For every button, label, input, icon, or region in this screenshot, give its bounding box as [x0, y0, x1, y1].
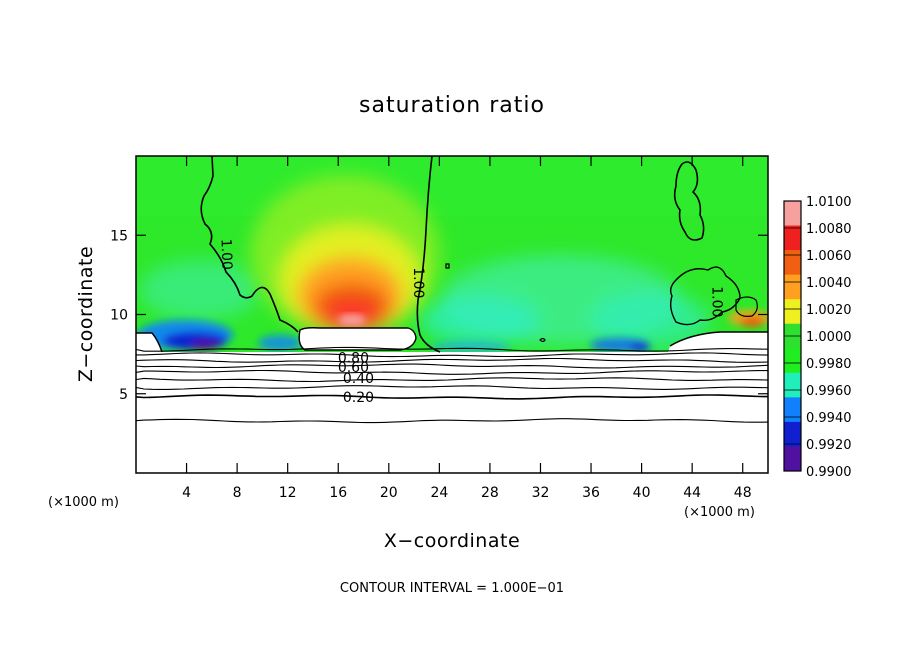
- x-tick-label: 16: [329, 485, 347, 501]
- x-tick-label: 4: [182, 485, 191, 501]
- colorbar: 1.0100 1.0080 1.0060 1.0040 1.0020 1.0000 0.99…: [783, 195, 852, 480]
- colorbar-swatch: [784, 372, 801, 398]
- contour-level: [136, 385, 768, 390]
- x-tick-label: 40: [633, 485, 651, 501]
- x-tick-label: 44: [683, 485, 701, 501]
- y-tick-label: 5: [119, 387, 128, 403]
- contour-interval-note: CONTOUR INTERVAL = 1.000E−01: [340, 581, 564, 596]
- contour-label: 0.20: [343, 390, 374, 406]
- contour-label: 1.00: [410, 267, 426, 298]
- colorbar-label: 1.0020: [806, 303, 852, 318]
- colorbar-label: 1.0080: [806, 222, 852, 237]
- x-tick-label: 28: [481, 485, 499, 501]
- y-tick-label: 10: [110, 308, 128, 324]
- chart-title: saturation ratio: [359, 93, 545, 118]
- colorbar-swatch: [784, 421, 801, 447]
- contour-label: 0.40: [343, 371, 374, 387]
- x-axis-label: X−coordinate: [384, 530, 520, 552]
- colorbar-swatch: [784, 446, 801, 472]
- contour-label: 1.00: [217, 238, 234, 270]
- heatmap-field: [136, 156, 768, 473]
- contour-labels: 1.00 1.00 1.00 0.800.600.40 0.20: [217, 238, 724, 405]
- colorbar-label: 1.0100: [806, 195, 852, 210]
- contour-level: [136, 363, 768, 369]
- colorbar-label: 0.9960: [806, 384, 852, 399]
- colorbar-label: 1.0000: [806, 330, 852, 345]
- contour-level: [136, 352, 768, 358]
- y-axis-ticks: 5 10 15: [110, 228, 768, 403]
- x-tick-label: 20: [380, 485, 398, 501]
- colorbar-swatch: [784, 225, 801, 251]
- colorbar-swatch: [784, 299, 801, 325]
- contour-level: [136, 394, 768, 400]
- x-tick-label: 36: [582, 485, 600, 501]
- colorbar-swatch: [784, 201, 801, 227]
- x-tick-label: 48: [734, 485, 752, 501]
- contour-level: [136, 357, 768, 363]
- y-tick-label: 15: [110, 228, 128, 244]
- contour-label: 0.60: [338, 360, 369, 376]
- colorbar-label: 0.9980: [806, 357, 852, 372]
- colorbar-label: 1.0060: [806, 249, 852, 264]
- colorbar-label: 0.9920: [806, 438, 852, 453]
- y-axis-unit-label: (×1000 m): [48, 495, 119, 510]
- colorbar-label: 1.0040: [806, 276, 852, 291]
- x-axis-unit-label: (×1000 m): [684, 505, 755, 520]
- contour-lines: [136, 156, 768, 424]
- colorbar-label: 0.9940: [806, 411, 852, 426]
- y-axis-label: Z−coordinate: [75, 246, 97, 382]
- colorbar-swatch: [784, 274, 801, 300]
- colorbar-label: 0.9900: [806, 465, 852, 480]
- contour-label: 1.00: [708, 286, 724, 317]
- contour-level: [136, 369, 768, 375]
- x-axis-ticks: 4 8 12 16 20 24 28 32 36 40 44 48: [182, 156, 752, 501]
- x-tick-label: 8: [233, 485, 242, 501]
- x-tick-label: 32: [532, 485, 550, 501]
- colorbar-swatch: [784, 397, 801, 423]
- colorbar-swatch: [784, 250, 801, 276]
- contour-label: 0.80: [338, 350, 369, 366]
- contour-level: [136, 377, 768, 383]
- colorbar-swatch: [784, 348, 801, 374]
- contour-level: [136, 346, 768, 352]
- x-tick-label: 24: [430, 485, 448, 501]
- contour-level: [136, 418, 768, 424]
- x-tick-label: 12: [279, 485, 297, 501]
